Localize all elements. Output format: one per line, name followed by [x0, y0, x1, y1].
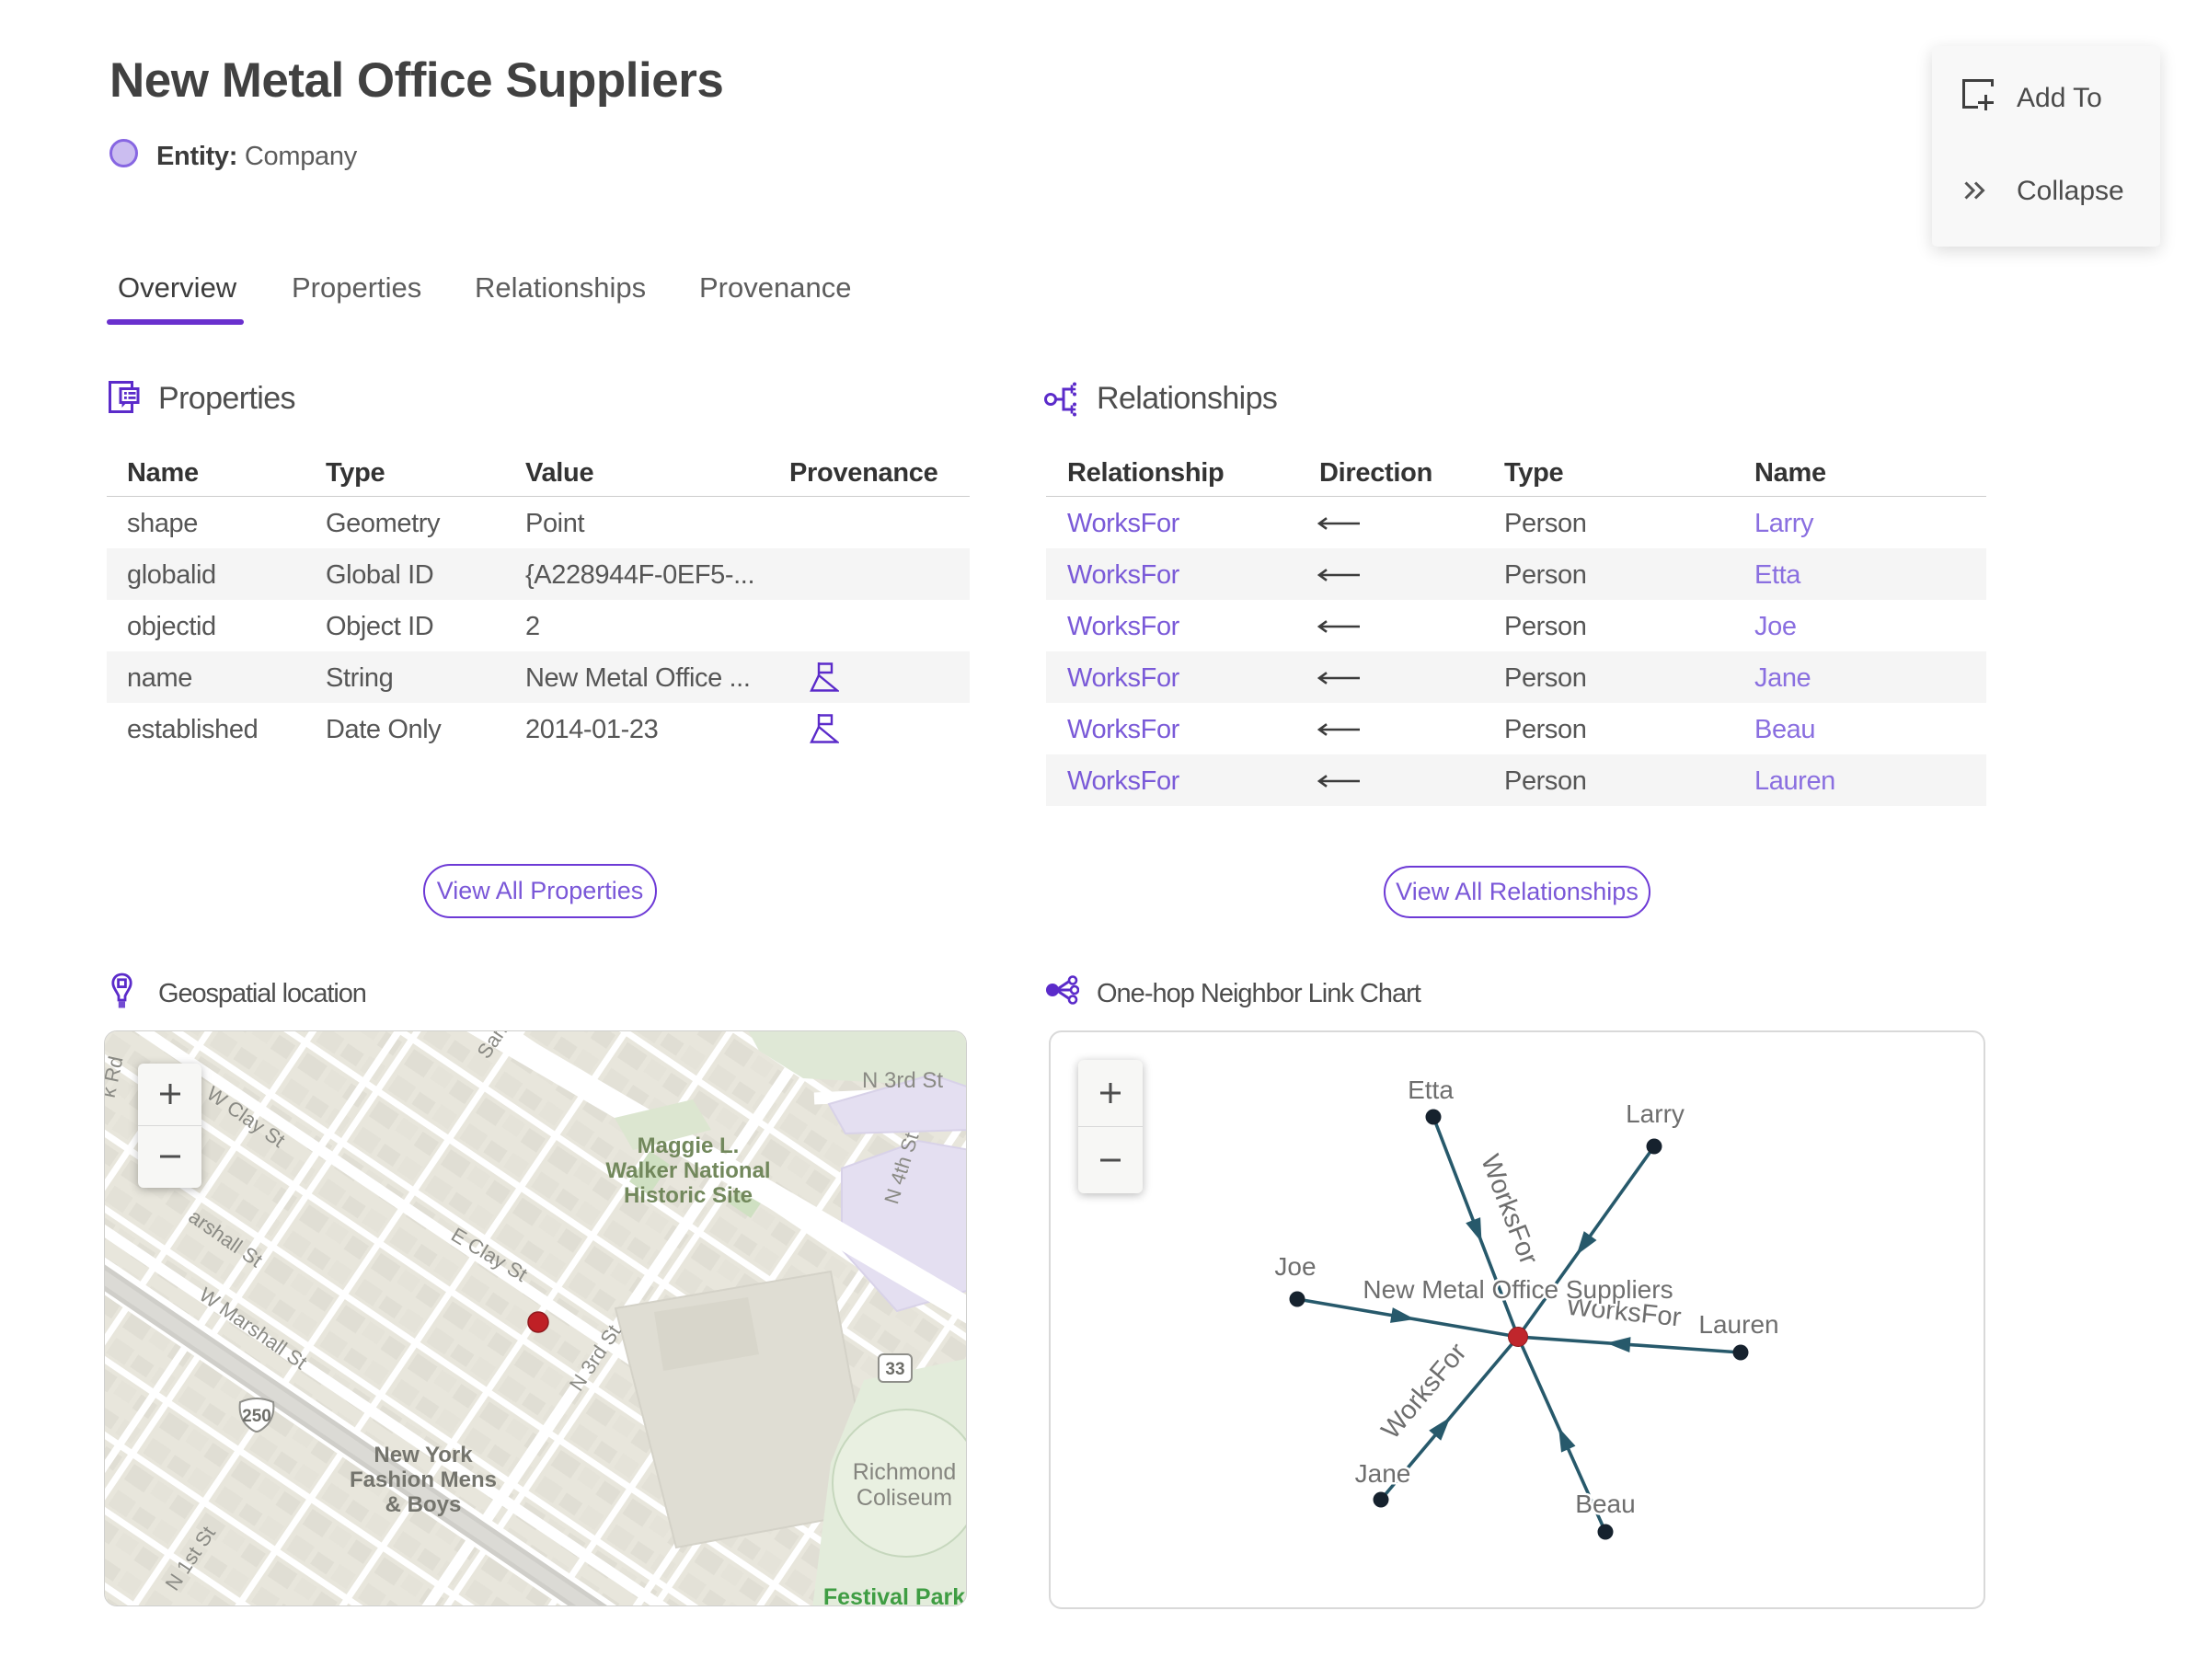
svg-text:New York: New York — [374, 1443, 473, 1467]
svg-text:Joe: Joe — [1274, 1252, 1316, 1281]
svg-text:Festival Park: Festival Park — [823, 1584, 965, 1606]
svg-text:Historic Site: Historic Site — [624, 1183, 753, 1208]
svg-text:Fashion Mens: Fashion Mens — [350, 1467, 497, 1492]
svg-text:Lauren: Lauren — [1698, 1310, 1778, 1339]
svg-text:Larry: Larry — [1626, 1099, 1685, 1128]
svg-text:Jane: Jane — [1355, 1459, 1411, 1488]
svg-text:33: 33 — [885, 1360, 904, 1379]
svg-text:Walker National: Walker National — [605, 1158, 770, 1183]
svg-text:N 3rd St: N 3rd St — [862, 1068, 943, 1093]
svg-text:& Boys: & Boys — [385, 1492, 462, 1517]
svg-text:Etta: Etta — [1408, 1076, 1454, 1104]
svg-text:Coliseum: Coliseum — [857, 1485, 952, 1511]
svg-text:Beau: Beau — [1575, 1490, 1635, 1518]
svg-text:Richmond: Richmond — [853, 1459, 957, 1485]
svg-text:Maggie L.: Maggie L. — [638, 1133, 740, 1158]
svg-text:250: 250 — [242, 1407, 271, 1426]
svg-text:New Metal Office Suppliers: New Metal Office Suppliers — [1363, 1275, 1673, 1304]
svg-text:WorksFor: WorksFor — [1376, 1338, 1473, 1445]
